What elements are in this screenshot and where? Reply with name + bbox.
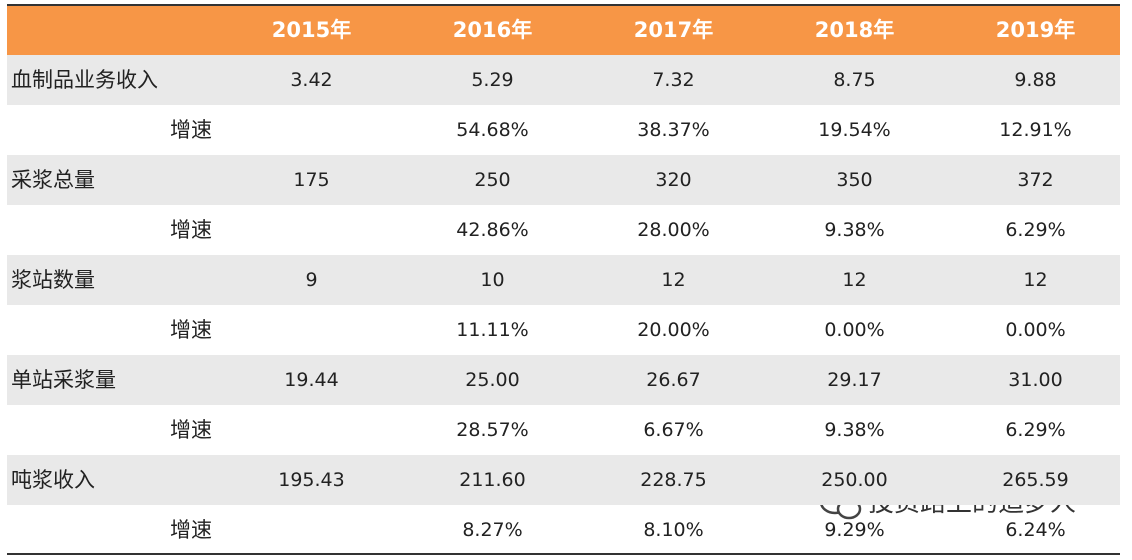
table-cell: 9.38% bbox=[824, 219, 885, 241]
table-row: 增速 8.27% 8.10% 9.29% 6.24% bbox=[7, 505, 1120, 555]
table-cell: 228.75 bbox=[640, 469, 707, 491]
table-cell: 0.00% bbox=[824, 319, 885, 341]
table-cell: 12.91% bbox=[999, 119, 1072, 141]
table-cell: 28.00% bbox=[637, 219, 710, 241]
table-cell: 250 bbox=[474, 169, 511, 191]
table-cell: 9 bbox=[305, 269, 318, 291]
table-cell: 20.00% bbox=[637, 319, 710, 341]
row-label: 浆站数量 bbox=[11, 268, 95, 292]
table-cell: 8.75 bbox=[833, 69, 876, 91]
table-cell: 38.37% bbox=[637, 119, 710, 141]
table-row: 采浆总量 175 250 320 350 372 bbox=[7, 155, 1120, 205]
bottom-border bbox=[7, 553, 1120, 555]
table-cell: 11.11% bbox=[456, 319, 529, 341]
table-cell: 42.86% bbox=[456, 219, 529, 241]
row-label: 增速 bbox=[170, 518, 212, 542]
table-cell: 195.43 bbox=[278, 469, 345, 491]
table-cell: 31.00 bbox=[1008, 369, 1063, 391]
header-cell: 2019年 bbox=[995, 18, 1076, 42]
row-label: 吨浆收入 bbox=[11, 468, 95, 492]
table-cell: 0.00% bbox=[1005, 319, 1066, 341]
table-row: 吨浆收入 195.43 211.60 228.75 250.00 265.59 bbox=[7, 455, 1120, 505]
table-cell: 250.00 bbox=[821, 469, 888, 491]
header-cell: 2018年 bbox=[814, 18, 895, 42]
table-cell: 320 bbox=[655, 169, 692, 191]
table-row: 增速 28.57% 6.67% 9.38% 6.29% bbox=[7, 405, 1120, 455]
table-cell: 372 bbox=[1017, 169, 1054, 191]
table-cell: 8.27% bbox=[462, 519, 523, 541]
row-label: 增速 bbox=[170, 318, 212, 342]
table-cell: 6.29% bbox=[1005, 219, 1066, 241]
row-label: 血制品业务收入 bbox=[11, 68, 158, 92]
table-cell: 29.17 bbox=[827, 369, 882, 391]
table-row: 增速 54.68% 38.37% 19.54% 12.91% bbox=[7, 105, 1120, 155]
table-row: 增速 11.11% 20.00% 0.00% 0.00% bbox=[7, 305, 1120, 355]
table-row: 浆站数量 9 10 12 12 12 bbox=[7, 255, 1120, 305]
table-cell: 8.10% bbox=[643, 519, 704, 541]
table-cell: 3.42 bbox=[290, 69, 333, 91]
table-cell: 19.54% bbox=[818, 119, 891, 141]
row-label: 单站采浆量 bbox=[11, 368, 116, 392]
table-cell: 7.32 bbox=[652, 69, 695, 91]
row-label: 采浆总量 bbox=[11, 168, 95, 192]
row-label: 增速 bbox=[170, 218, 212, 242]
table-cell: 6.24% bbox=[1005, 519, 1066, 541]
table-cell: 10 bbox=[480, 269, 505, 291]
table-row: 增速 42.86% 28.00% 9.38% 6.29% bbox=[7, 205, 1120, 255]
table-cell: 6.29% bbox=[1005, 419, 1066, 441]
table-cell: 9.38% bbox=[824, 419, 885, 441]
row-label: 增速 bbox=[170, 118, 212, 142]
table-cell: 19.44 bbox=[284, 369, 339, 391]
table-cell: 12 bbox=[661, 269, 686, 291]
top-border bbox=[7, 4, 1120, 6]
table-cell: 350 bbox=[836, 169, 873, 191]
table-cell: 12 bbox=[1023, 269, 1048, 291]
table-row: 血制品业务收入 3.42 5.29 7.32 8.75 9.88 bbox=[7, 55, 1120, 105]
table-cell: 5.29 bbox=[471, 69, 514, 91]
table-cell: 175 bbox=[293, 169, 330, 191]
header-cell: 2016年 bbox=[452, 18, 533, 42]
table-cell: 9.29% bbox=[824, 519, 885, 541]
header-row: 2015年 2016年 2017年 2018年 2019年 bbox=[7, 6, 1120, 55]
table-cell: 54.68% bbox=[456, 119, 529, 141]
header-cell: 2017年 bbox=[633, 18, 714, 42]
table-cell: 28.57% bbox=[456, 419, 529, 441]
table-cell: 25.00 bbox=[465, 369, 520, 391]
table-cell: 211.60 bbox=[459, 469, 526, 491]
table-cell: 265.59 bbox=[1002, 469, 1069, 491]
table-cell: 12 bbox=[842, 269, 867, 291]
table-cell: 26.67 bbox=[646, 369, 701, 391]
header-cell: 2015年 bbox=[271, 18, 352, 42]
table-row: 单站采浆量 19.44 25.00 26.67 29.17 31.00 bbox=[7, 355, 1120, 405]
table-cell: 9.88 bbox=[1014, 69, 1057, 91]
row-label: 增速 bbox=[170, 418, 212, 442]
table-cell: 6.67% bbox=[643, 419, 704, 441]
